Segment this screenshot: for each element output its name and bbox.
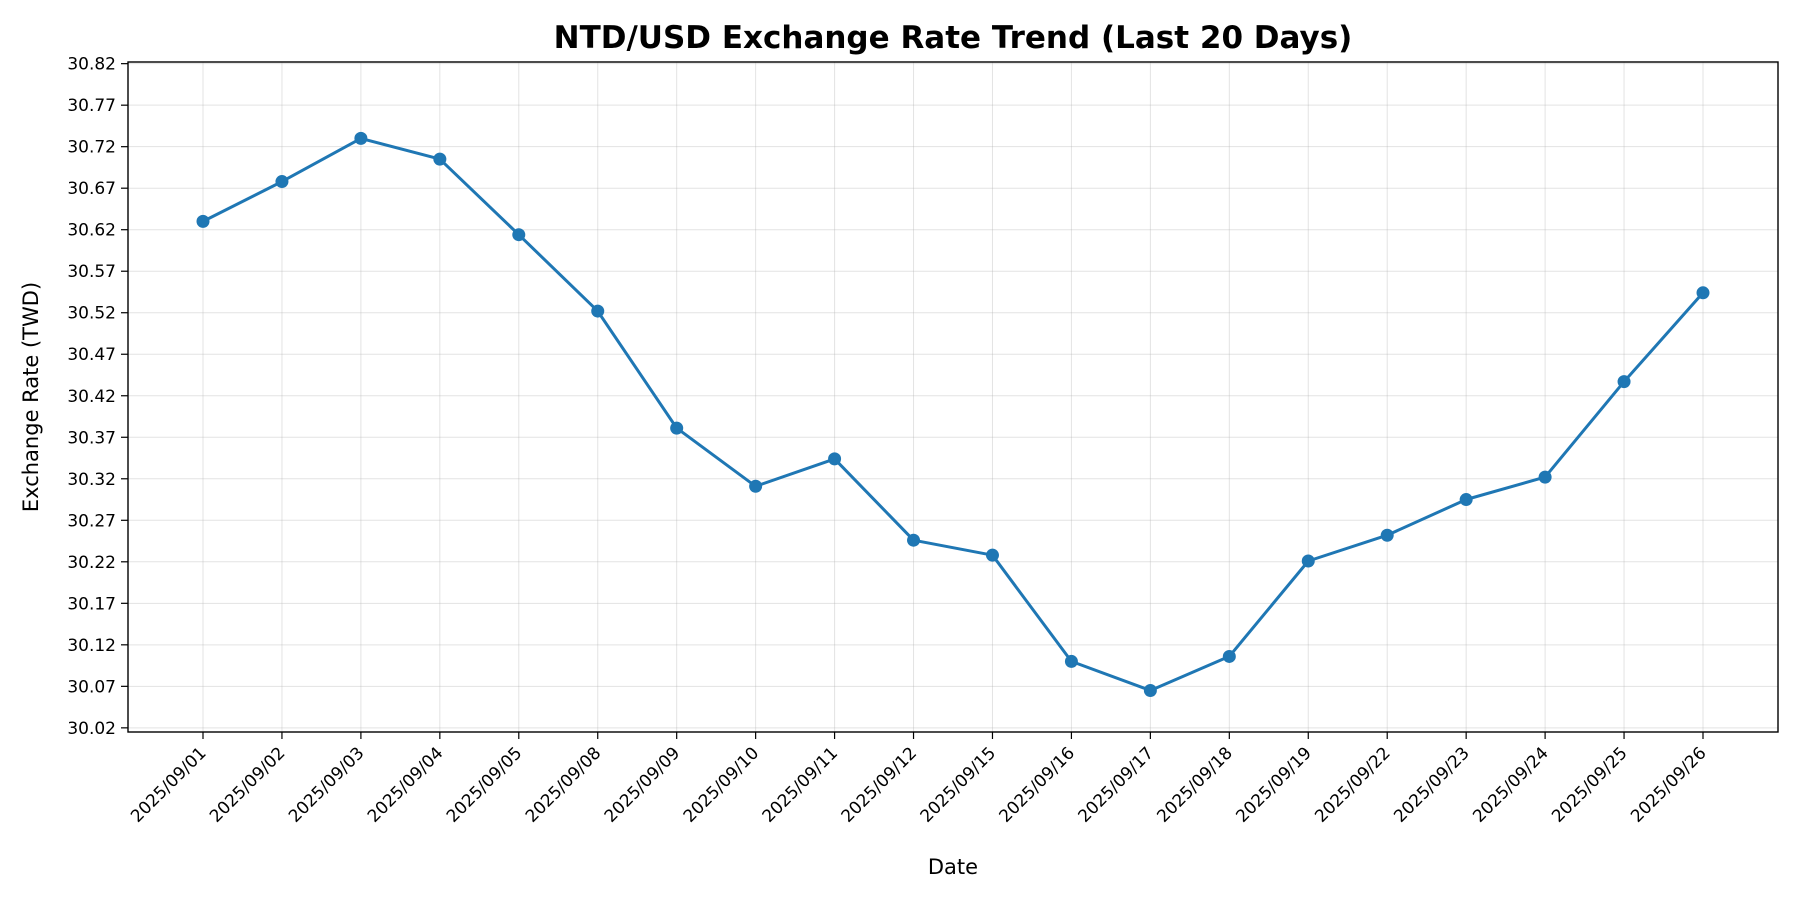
data-point bbox=[512, 228, 526, 242]
data-point bbox=[828, 452, 842, 466]
data-point bbox=[354, 131, 368, 145]
data-point bbox=[670, 421, 684, 435]
data-point bbox=[985, 548, 999, 562]
grid-lines bbox=[128, 62, 1778, 732]
x-tick-label: 2025/09/10 bbox=[680, 743, 763, 826]
data-point bbox=[1301, 554, 1315, 568]
x-axis-label: Date bbox=[928, 855, 978, 879]
y-tick-label: 30.52 bbox=[67, 304, 116, 324]
x-axis: 2025/09/012025/09/022025/09/032025/09/04… bbox=[127, 732, 1711, 827]
x-tick-label: 2025/09/08 bbox=[522, 743, 605, 826]
x-tick-label: 2025/09/25 bbox=[1548, 743, 1631, 826]
y-tick-label: 30.42 bbox=[67, 387, 116, 407]
x-tick-label: 2025/09/15 bbox=[917, 743, 1000, 826]
y-tick-label: 30.67 bbox=[67, 179, 116, 199]
x-tick-label: 2025/09/17 bbox=[1074, 743, 1157, 826]
data-point bbox=[196, 214, 210, 228]
x-tick-label: 2025/09/18 bbox=[1153, 743, 1236, 826]
y-tick-label: 30.72 bbox=[67, 138, 116, 158]
plot-area-frame bbox=[127, 61, 1779, 733]
y-axis: 30.02 30.07 30.12 30.17 30.22 30.27 30.32 30.37… bbox=[67, 55, 128, 739]
data-point bbox=[433, 152, 447, 166]
y-tick-label: 30.07 bbox=[67, 677, 116, 697]
y-tick-label: 30.02 bbox=[67, 719, 116, 739]
data-point bbox=[1617, 375, 1631, 389]
data-point bbox=[1696, 286, 1710, 300]
y-tick-label: 30.57 bbox=[67, 262, 116, 282]
y-tick-label: 30.62 bbox=[67, 221, 116, 241]
y-axis-label: Exchange Rate (TWD) bbox=[19, 282, 43, 512]
x-tick-label: 2025/09/09 bbox=[601, 743, 684, 826]
x-tick-label: 2025/09/04 bbox=[364, 743, 447, 826]
x-tick-label: 2025/09/03 bbox=[285, 743, 368, 826]
data-point bbox=[1538, 470, 1552, 484]
chart-title: NTD/USD Exchange Rate Trend (Last 20 Day… bbox=[554, 20, 1353, 56]
data-point bbox=[749, 479, 763, 493]
x-tick-label: 2025/09/24 bbox=[1469, 743, 1552, 826]
y-tick-label: 30.22 bbox=[67, 553, 116, 573]
x-tick-label: 2025/09/23 bbox=[1390, 743, 1473, 826]
data-point bbox=[1064, 654, 1078, 668]
x-tick-label: 2025/09/12 bbox=[838, 743, 921, 826]
y-tick-label: 30.77 bbox=[67, 96, 116, 116]
data-point bbox=[591, 304, 605, 318]
y-tick-label: 30.82 bbox=[67, 55, 116, 75]
data-point bbox=[1143, 683, 1157, 697]
series-group bbox=[196, 131, 1710, 697]
y-tick-label: 30.27 bbox=[67, 511, 116, 531]
x-tick-label: 2025/09/11 bbox=[759, 743, 842, 826]
y-tick-label: 30.37 bbox=[67, 428, 116, 448]
x-tick-label: 2025/09/16 bbox=[996, 743, 1079, 826]
data-point bbox=[1459, 493, 1473, 507]
x-tick-label: 2025/09/05 bbox=[443, 743, 526, 826]
y-tick-label: 30.17 bbox=[67, 594, 116, 614]
data-point bbox=[1222, 649, 1236, 663]
y-tick-label: 30.32 bbox=[67, 470, 116, 490]
data-point bbox=[1380, 528, 1394, 542]
x-tick-label: 2025/09/01 bbox=[127, 743, 210, 826]
data-point bbox=[907, 533, 921, 547]
data-point bbox=[275, 175, 289, 189]
x-tick-label: 2025/09/22 bbox=[1311, 743, 1394, 826]
series-line bbox=[201, 136, 1705, 692]
x-tick-label: 2025/09/26 bbox=[1627, 743, 1710, 826]
x-tick-label: 2025/09/02 bbox=[206, 743, 289, 826]
y-tick-label: 30.12 bbox=[67, 636, 116, 656]
x-tick-label: 2025/09/19 bbox=[1232, 743, 1315, 826]
y-tick-label: 30.47 bbox=[67, 345, 116, 365]
